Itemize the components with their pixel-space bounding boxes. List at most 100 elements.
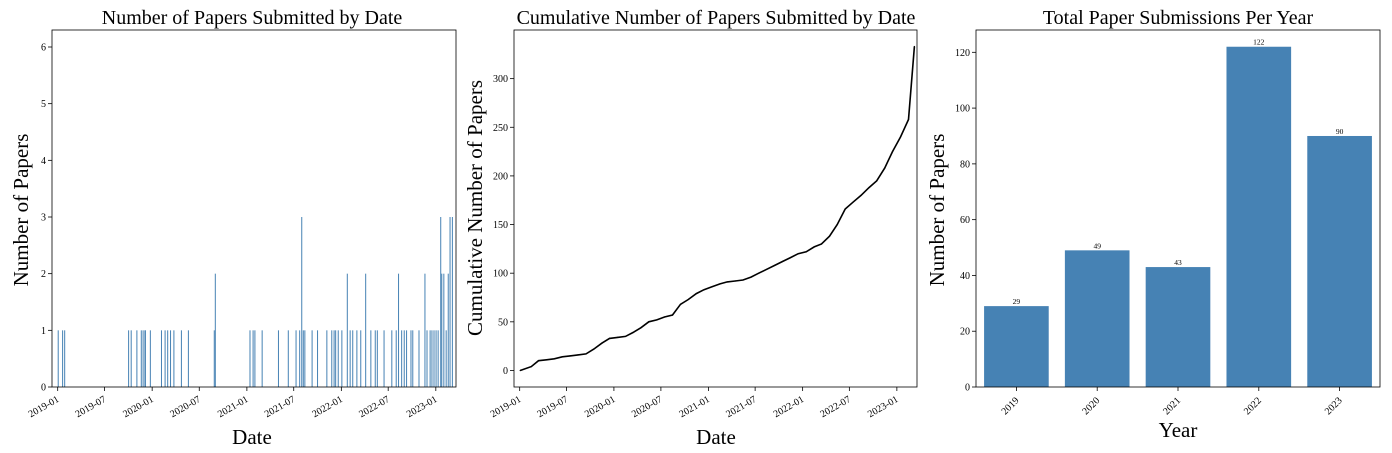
- chart1-bar: [349, 330, 351, 387]
- chart2-xtick-label: 2023-01: [866, 394, 900, 420]
- chart1-ytick-label: 6: [41, 43, 46, 54]
- chart2-point: [868, 186, 870, 189]
- chart1-bar: [187, 330, 189, 387]
- chart1-ylabel: Number of Papers: [9, 134, 33, 287]
- chart2-point: [537, 360, 540, 362]
- chart2-xtick-label: 2022-07: [818, 394, 852, 420]
- chart3-data-label: 49: [1093, 241, 1101, 250]
- chart1-bar: [352, 330, 354, 387]
- chart2-point: [766, 268, 768, 270]
- chart1-bar: [326, 330, 328, 387]
- chart2-point: [519, 369, 521, 372]
- chart1-bar: [311, 330, 313, 387]
- chart2-ytick-label: 300: [493, 74, 508, 85]
- chart3-ytick-label: 20: [960, 327, 970, 338]
- chart2-xtick-label: 2022-01: [772, 394, 806, 420]
- chart2-point: [624, 335, 627, 338]
- chart1-title: Number of Papers Submitted by Date: [102, 7, 403, 29]
- chart1-ytick-label: 5: [41, 99, 46, 110]
- chart2-point: [742, 279, 744, 281]
- chart1-bar: [149, 330, 151, 387]
- chart2-point: [774, 264, 776, 267]
- chart1-bar: [376, 330, 378, 387]
- chart1-bar: [287, 330, 289, 387]
- chart1-bar: [374, 330, 376, 387]
- chart2-point: [616, 336, 619, 338]
- chart1-bar: [144, 330, 146, 387]
- chart1-frame: [51, 29, 457, 388]
- chart1-xtick-label: 2023-01: [405, 394, 439, 420]
- chart1-xtick-label: 2020-07: [168, 394, 202, 420]
- chart3-ytick-label: 0: [965, 383, 970, 394]
- chart2-point: [632, 331, 634, 334]
- chart1-bar: [410, 330, 412, 387]
- chart2-ytick-label: 150: [493, 220, 508, 231]
- chart2-series-line: [519, 46, 916, 372]
- chart1-bar: [412, 330, 414, 387]
- chart2-point: [750, 276, 752, 278]
- chart2-point: [545, 359, 548, 361]
- chart1-xtick-label: 2021-01: [216, 394, 250, 420]
- chart1-bar: [403, 330, 405, 387]
- chart1-bar: [167, 330, 169, 387]
- chart3-bar: [1226, 46, 1292, 387]
- chart2-point: [789, 257, 792, 259]
- chart2-point: [907, 118, 910, 121]
- chart1-bar: [170, 330, 172, 387]
- chart1-bar: [447, 273, 449, 387]
- chart1-bar: [383, 330, 385, 387]
- chart2-ytick-label: 0: [503, 366, 508, 377]
- chart2-point: [828, 235, 831, 237]
- chart2-point: [844, 208, 846, 210]
- chart3-ytick-label: 80: [960, 159, 970, 170]
- chart1-bar: [252, 330, 254, 387]
- chart1-bar: [160, 330, 162, 387]
- chart2-xtick-label: 2019-07: [536, 394, 570, 420]
- chart1-bar: [277, 330, 279, 387]
- chart2-point: [913, 45, 916, 48]
- chart2-point: [608, 337, 611, 339]
- chart2-ytick-label: 200: [493, 171, 508, 182]
- chart1-bar: [64, 330, 66, 387]
- chart1-bar: [142, 330, 144, 387]
- chart-daily-submissions: Number of Papers Submitted by Date Date …: [9, 7, 457, 449]
- chart2-xtick-label: 2021-07: [724, 394, 758, 420]
- chart2-xtick-label: 2019-01: [489, 394, 523, 420]
- chart2-point: [758, 272, 760, 274]
- chart1-bar: [317, 330, 319, 387]
- chart2-point: [836, 223, 838, 226]
- chart2-point: [569, 355, 571, 357]
- chart1-bar: [406, 330, 408, 387]
- chart1-bar: [144, 330, 146, 387]
- chart2-point: [695, 293, 697, 295]
- chart2-point: [585, 353, 587, 355]
- chart1-bar: [365, 273, 367, 387]
- chart1-bar: [128, 330, 130, 387]
- chart2-point: [671, 314, 674, 316]
- chart1-ytick-label: 0: [41, 383, 46, 394]
- chart1-bar: [335, 330, 337, 387]
- chart1-xtick-label: 2021-07: [263, 394, 297, 420]
- chart2-ytick-label: 250: [493, 123, 508, 134]
- chart1-bar: [356, 330, 358, 387]
- chart1-ytick-label: 1: [41, 326, 46, 337]
- chart3-bar: [1307, 135, 1372, 387]
- chart2-xtick-label: 2020-01: [583, 394, 617, 420]
- chart2-frame: [513, 29, 918, 388]
- chart3-ytick-label: 40: [960, 271, 970, 282]
- chart3-title: Total Paper Submissions Per Year: [1043, 7, 1314, 29]
- chart1-bar: [299, 330, 301, 387]
- chart2-point: [860, 194, 862, 196]
- chart2-point: [663, 316, 666, 318]
- chart1-bar: [360, 330, 362, 387]
- chart2-point: [656, 319, 658, 321]
- chart1-bar: [337, 330, 339, 387]
- chart3-ytick-label: 100: [955, 104, 970, 115]
- chart1-bar: [346, 273, 348, 387]
- chart1-bar: [140, 330, 142, 387]
- chart3-xtick-label: 2023: [1323, 395, 1345, 417]
- chart1-xtick-label: 2019-07: [74, 394, 108, 420]
- chart3-bar: [1145, 267, 1211, 387]
- chart1-xlabel: Date: [232, 425, 272, 449]
- chart1-bar: [136, 330, 138, 387]
